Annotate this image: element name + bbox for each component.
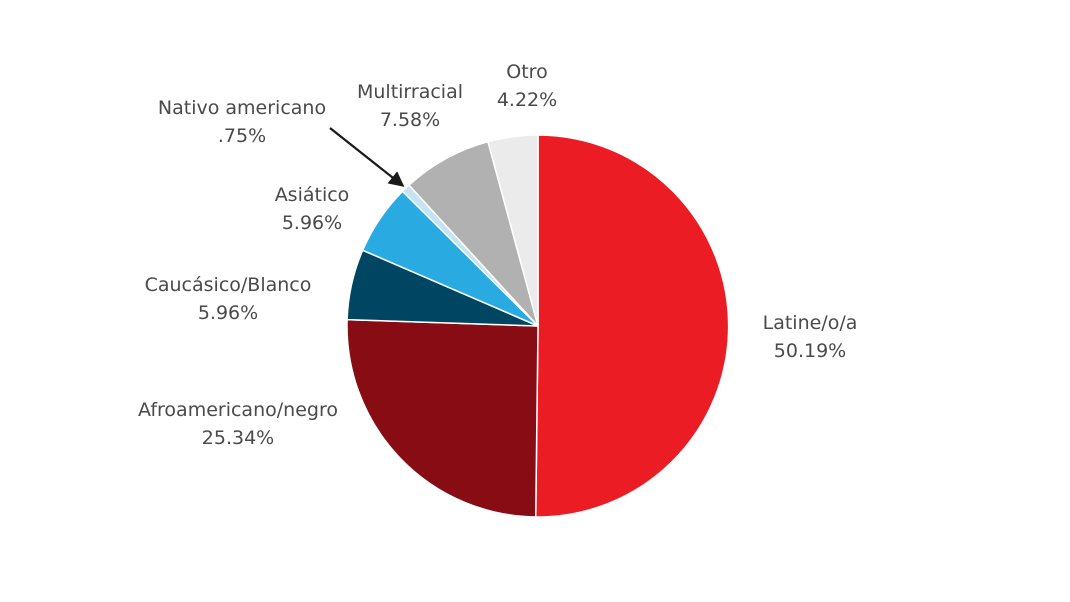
pie-slice-latine-o-a bbox=[534, 134, 730, 518]
label-latine-name: Latine/o/a bbox=[763, 312, 858, 334]
label-multirracial-value: 7.58% bbox=[380, 109, 440, 131]
pie-slices bbox=[346, 134, 730, 518]
label-otro-name: Otro bbox=[506, 61, 547, 83]
label-asiatico-name: Asiático bbox=[275, 184, 350, 206]
label-caucasico-value: 5.96% bbox=[198, 302, 258, 324]
label-multirracial-name: Multirracial bbox=[357, 81, 463, 103]
label-nativo-name: Nativo americano bbox=[158, 97, 326, 119]
label-latine-value: 50.19% bbox=[774, 340, 846, 362]
label-afroamericano-name: Afroamericano/negro bbox=[138, 399, 338, 421]
label-afroamericano-value: 25.34% bbox=[202, 427, 274, 449]
pie-slice-afroamericano-negro bbox=[346, 318, 539, 518]
nativo-americano-callout-arrow bbox=[329, 127, 405, 187]
label-nativo-value: .75% bbox=[218, 125, 266, 147]
label-caucasico-name: Caucásico/Blanco bbox=[145, 274, 312, 296]
pie-slice-otro bbox=[487, 134, 539, 327]
label-asiatico-value: 5.96% bbox=[282, 212, 342, 234]
label-otro-value: 4.22% bbox=[497, 89, 557, 111]
